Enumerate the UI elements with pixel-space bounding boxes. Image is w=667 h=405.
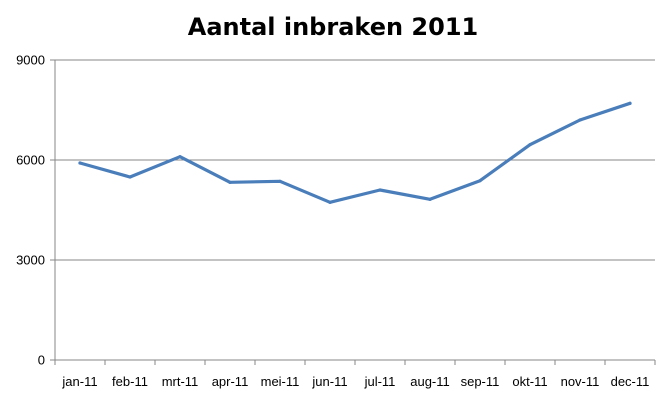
data-point (78, 161, 82, 165)
gridlines (55, 59, 655, 361)
y-axis-tick-labels: 0 3000 6000 9000 (16, 53, 45, 368)
data-point (578, 118, 582, 122)
y-tick-label: 3000 (16, 253, 45, 268)
data-point (478, 179, 482, 183)
x-tick-label: mei-11 (261, 374, 300, 389)
x-tick-label: okt-11 (512, 374, 547, 389)
y-tick-label: 6000 (16, 153, 45, 168)
x-tick-label: nov-11 (561, 374, 600, 389)
data-point (378, 188, 382, 192)
y-tick-label: 9000 (16, 53, 45, 68)
x-tick-label: jul-11 (364, 374, 396, 389)
x-tick-label: feb-11 (112, 374, 148, 389)
x-tick-label: dec-11 (611, 374, 650, 389)
x-axis-tick-labels: jan-11 feb-11 mrt-11 apr-11 mei-11 jun-11 jul-… (61, 374, 649, 389)
data-point (428, 197, 432, 201)
data-point (628, 101, 632, 105)
x-tick-label: jan-11 (61, 374, 97, 389)
data-point (228, 180, 232, 184)
x-tick-label: aug-11 (410, 374, 450, 389)
data-point (178, 155, 182, 159)
x-tick-label: mrt-11 (162, 374, 199, 389)
data-point (128, 175, 132, 179)
x-tick-label: apr-11 (212, 374, 249, 389)
data-point (328, 200, 332, 204)
y-tick-label: 0 (38, 353, 45, 368)
series (78, 101, 632, 204)
axes (50, 59, 656, 365)
series-line (78, 101, 632, 204)
chart-title: Aantal inbraken 2011 (188, 13, 478, 41)
data-point (278, 179, 282, 183)
data-point (528, 143, 532, 147)
x-tick-label: jun-11 (311, 374, 347, 389)
x-tick-label: sep-11 (461, 374, 500, 389)
